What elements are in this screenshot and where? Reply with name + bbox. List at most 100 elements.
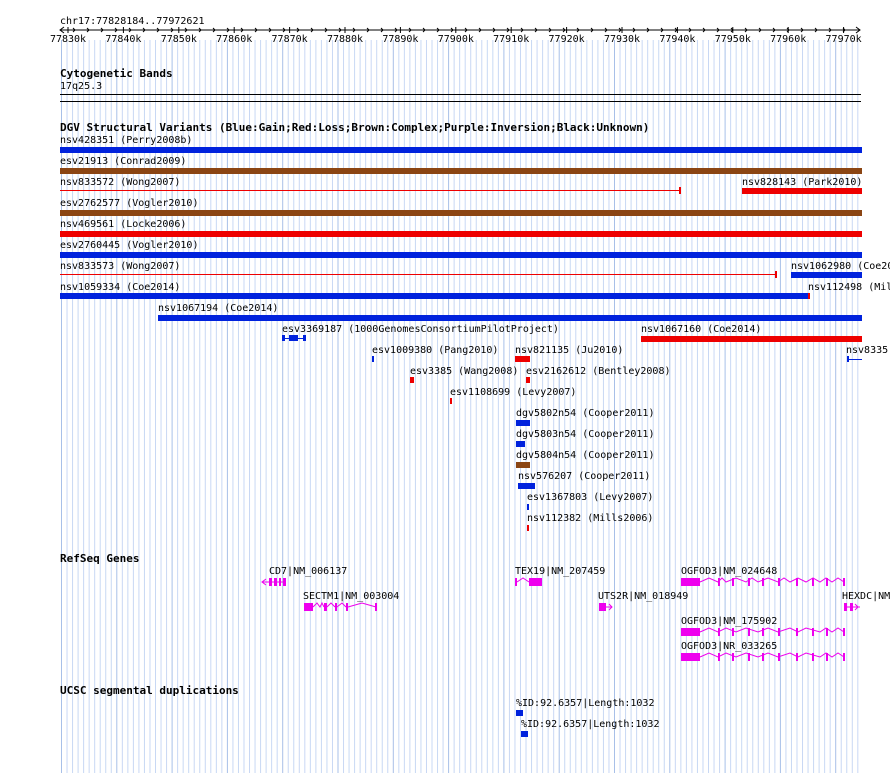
variant-bar-loss[interactable] [410,377,414,383]
variant-bar-complex[interactable] [60,168,862,174]
variant-bar-gain[interactable] [60,293,808,299]
cytoband-label: 17q25.3 [60,81,103,92]
ruler-strand-arrow [268,27,272,33]
variant-label[interactable]: nsv8335 [846,345,889,356]
ruler-tick-label: 77930k [603,34,641,45]
variant-bar-gain[interactable] [516,420,530,426]
ruler-strand-arrow [674,27,678,33]
ruler-strand-arrow [394,27,398,33]
variant-label[interactable]: esv2762577 (Vogler2010) [60,198,199,209]
variant-label[interactable]: esv2162612 (Bentley2008) [526,366,671,377]
ruler-strand-arrow [282,27,286,33]
variant-bar-gain[interactable] [60,252,862,258]
variant-label[interactable]: esv1009380 (Pang2010) [372,345,499,356]
cytoband-track-title[interactable]: Cytogenetic Bands [60,67,173,80]
segdup-bar[interactable] [516,710,523,716]
variant-label[interactable]: esv3385 (Wang2008) [410,366,519,377]
variant-label[interactable]: esv1108699 (Levy2007) [450,387,577,398]
segdup-bar[interactable] [521,731,528,737]
ruler-strand-arrow [786,27,790,33]
variant-bar-gain[interactable] [158,315,862,321]
ruler-strand-arrow [240,27,244,33]
variant-label[interactable]: nsv833573 (Wong2007) [60,261,181,272]
variant-label[interactable]: nsv828143 (Park2010) [742,177,863,188]
ruler-strand-arrow [408,27,412,33]
ruler-strand-arrow [324,27,328,33]
variant-label[interactable]: dgv5802n54 (Cooper2011) [516,408,655,419]
ruler-strand-arrow [604,27,608,33]
variant-label[interactable]: dgv5804n54 (Cooper2011) [516,450,655,461]
variant-bar-gain[interactable] [527,504,529,510]
variant-label[interactable]: nsv1067194 (Coe2014) [158,303,279,314]
variant-label[interactable]: esv21913 (Conrad2009) [60,156,187,167]
ruler-strand-arrow [464,27,468,33]
ruler-strand-arrow [520,27,524,33]
variant-bar-gain[interactable] [372,356,374,362]
variant-label[interactable]: nsv1059334 (Coe2014) [60,282,181,293]
variant-bar-gain[interactable] [791,272,862,278]
cytoband-line-bottom [60,101,861,102]
ruler-strand-arrow [352,27,356,33]
variant-bar-gain[interactable] [516,441,525,447]
ruler-strand-arrow [436,27,440,33]
gene-label[interactable]: CD7|NM_006137 [269,566,348,577]
gene-model-ogfod3-3 [681,652,845,661]
ruler-strand-arrow [660,27,664,33]
variant-bar-loss[interactable] [526,377,530,383]
variant-block [282,335,285,341]
gene-label[interactable]: OGFOD3|NR_033265 [681,641,778,652]
ruler-strand-arrow [114,27,118,33]
segdup-label[interactable]: %ID:92.6357|Length:1032 [521,719,660,730]
refseq-track-title[interactable]: RefSeq Genes [60,552,140,565]
gene-model-hexdc [844,603,860,611]
ruler-tick-label: 77960k [770,34,807,45]
variant-line-loss[interactable] [60,274,776,275]
gene-model-cd7 [261,578,286,586]
variant-line-loss[interactable] [60,190,680,191]
variant-label[interactable]: esv1367803 (Levy2007) [527,492,654,503]
ruler-strand-arrow [758,27,762,33]
ruler-strand-arrow [492,27,496,33]
ruler-strand-arrow [254,27,258,33]
variant-bar-loss[interactable] [527,525,529,531]
variant-bar-loss[interactable] [742,188,862,194]
variant-label[interactable]: nsv833572 (Wong2007) [60,177,181,188]
variant-label[interactable]: nsv576207 (Cooper2011) [518,471,651,482]
variant-bar-loss[interactable] [515,356,530,362]
variant-bar-loss[interactable] [641,336,862,342]
variant-label[interactable]: nsv112498 (Mill [808,282,890,293]
ruler-tick-label: 77830k [49,34,87,45]
gene-label[interactable]: HEXDC|NM [842,591,890,602]
gene-label[interactable]: TEX19|NM_207459 [515,566,606,577]
variant-bar-loss[interactable] [450,398,452,404]
variant-label[interactable]: nsv821135 (Ju2010) [515,345,624,356]
ruler-strand-arrow [618,27,622,33]
variant-bar-complex[interactable] [60,210,862,216]
gene-model-sectm1 [304,601,377,611]
variant-label[interactable]: nsv1062980 (Coe20 [791,261,890,272]
dgv-track-title[interactable]: DGV Structural Variants (Blue:Gain;Red:L… [60,121,650,134]
variant-label[interactable]: nsv428351 (Perry2008b) [60,135,193,146]
ruler-strand-arrow [86,27,90,33]
gene-label[interactable]: OGFOD3|NM_024648 [681,566,778,577]
variant-bar-gain[interactable] [518,483,535,489]
variant-label[interactable]: nsv469561 (Locke2006) [60,219,187,230]
variant-bar-complex[interactable] [516,462,530,468]
segdup-label[interactable]: %ID:92.6357|Length:1032 [516,698,655,709]
gene-label[interactable]: SECTM1|NM_003004 [303,591,400,602]
variant-label[interactable]: nsv112382 (Mills2006) [527,513,654,524]
variant-label[interactable]: esv2760445 (Vogler2010) [60,240,199,251]
ruler-strand-arrow [170,27,174,33]
variant-label[interactable]: esv3369187 (1000GenomesConsortiumPilotPr… [282,324,559,335]
variant-label[interactable]: nsv1067160 (Coe2014) [641,324,762,335]
variant-line-gain[interactable] [848,359,862,360]
variant-bar-gain[interactable] [60,147,862,153]
variant-bar-loss[interactable] [808,293,810,299]
gene-label[interactable]: UTS2R|NM_018949 [598,591,689,602]
ruler-strand-arrow [632,27,636,33]
variant-label[interactable]: dgv5803n54 (Cooper2011) [516,429,655,440]
gene-label[interactable]: OGFOD3|NM_175902 [681,616,778,627]
segdup-track-title[interactable]: UCSC segmental duplications [60,684,239,697]
variant-bar-loss[interactable] [60,231,862,237]
